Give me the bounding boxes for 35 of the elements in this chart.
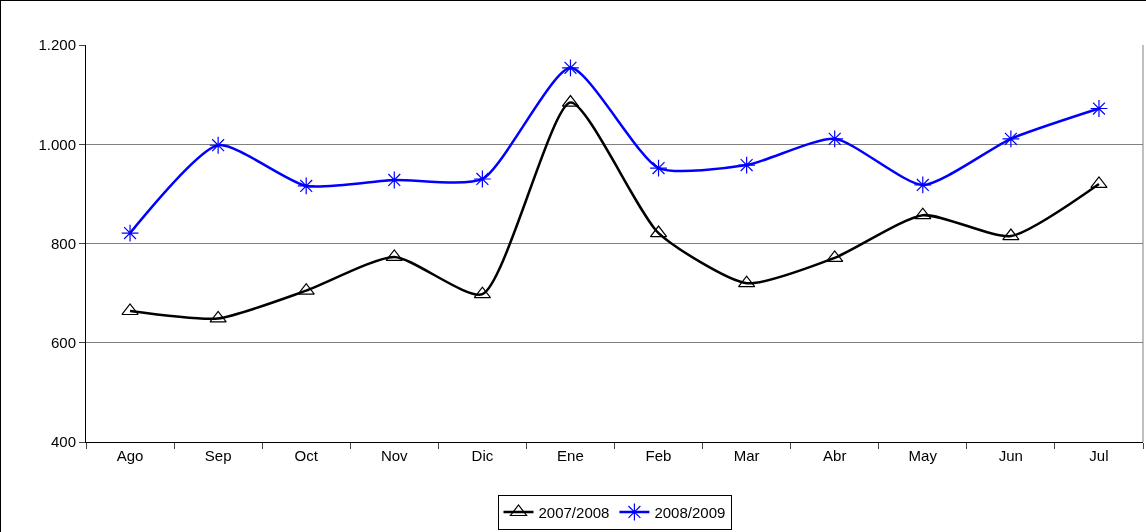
point — [649, 159, 668, 178]
y-tick-label: 800 — [50, 234, 76, 252]
y-tick-label: 1.200 — [38, 36, 76, 54]
x-tick-label: Sep — [204, 447, 232, 464]
x-tick-label: May — [908, 447, 938, 464]
point — [121, 224, 140, 243]
x-tick-label: Dic — [471, 447, 494, 464]
x-tick-label: Abr — [823, 447, 847, 464]
point — [1089, 99, 1108, 118]
point — [1090, 176, 1108, 189]
x-tick-label: Feb — [645, 447, 672, 464]
point — [473, 169, 492, 188]
point — [561, 58, 580, 77]
y-tick-label: 600 — [50, 334, 76, 351]
y-tick-label: 1.000 — [38, 135, 76, 153]
point — [737, 156, 756, 175]
point — [121, 303, 139, 316]
x-tick-label: Jul — [1089, 447, 1109, 464]
x-tick-label: Ene — [557, 447, 584, 464]
x-tick-label: Jun — [998, 447, 1023, 464]
y-tick-label: 400 — [50, 433, 76, 451]
legend-label: 2007/2008 — [538, 503, 610, 521]
point — [1002, 228, 1020, 241]
x-tick-label: Ago — [116, 447, 144, 464]
point — [297, 176, 316, 195]
point — [209, 310, 227, 323]
x-tick-label: Nov — [380, 447, 409, 464]
point — [825, 129, 844, 148]
point — [1001, 129, 1020, 148]
point — [914, 207, 932, 220]
legend-label: 2008/2009 — [654, 503, 726, 521]
point — [913, 175, 932, 194]
x-tick-label: Oct — [294, 447, 319, 464]
x-tick-label: Mar — [733, 447, 760, 464]
point — [209, 136, 228, 155]
